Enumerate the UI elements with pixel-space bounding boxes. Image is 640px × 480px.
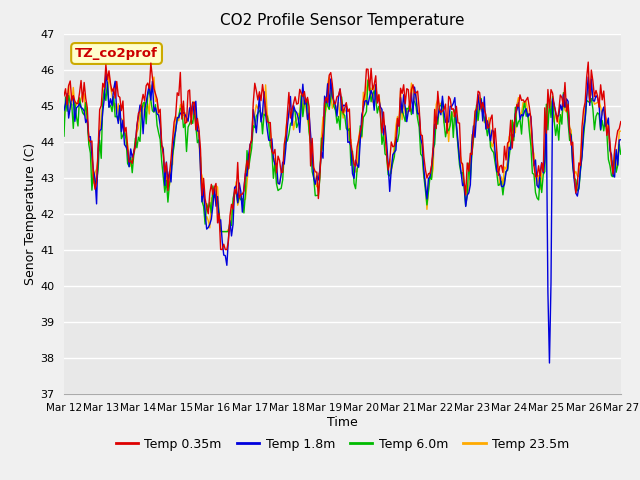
Y-axis label: Senor Temperature (C): Senor Temperature (C) [24,143,37,285]
X-axis label: Time: Time [327,416,358,429]
Text: TZ_co2prof: TZ_co2prof [75,47,158,60]
Title: CO2 Profile Sensor Temperature: CO2 Profile Sensor Temperature [220,13,465,28]
Legend: Temp 0.35m, Temp 1.8m, Temp 6.0m, Temp 23.5m: Temp 0.35m, Temp 1.8m, Temp 6.0m, Temp 2… [111,433,574,456]
